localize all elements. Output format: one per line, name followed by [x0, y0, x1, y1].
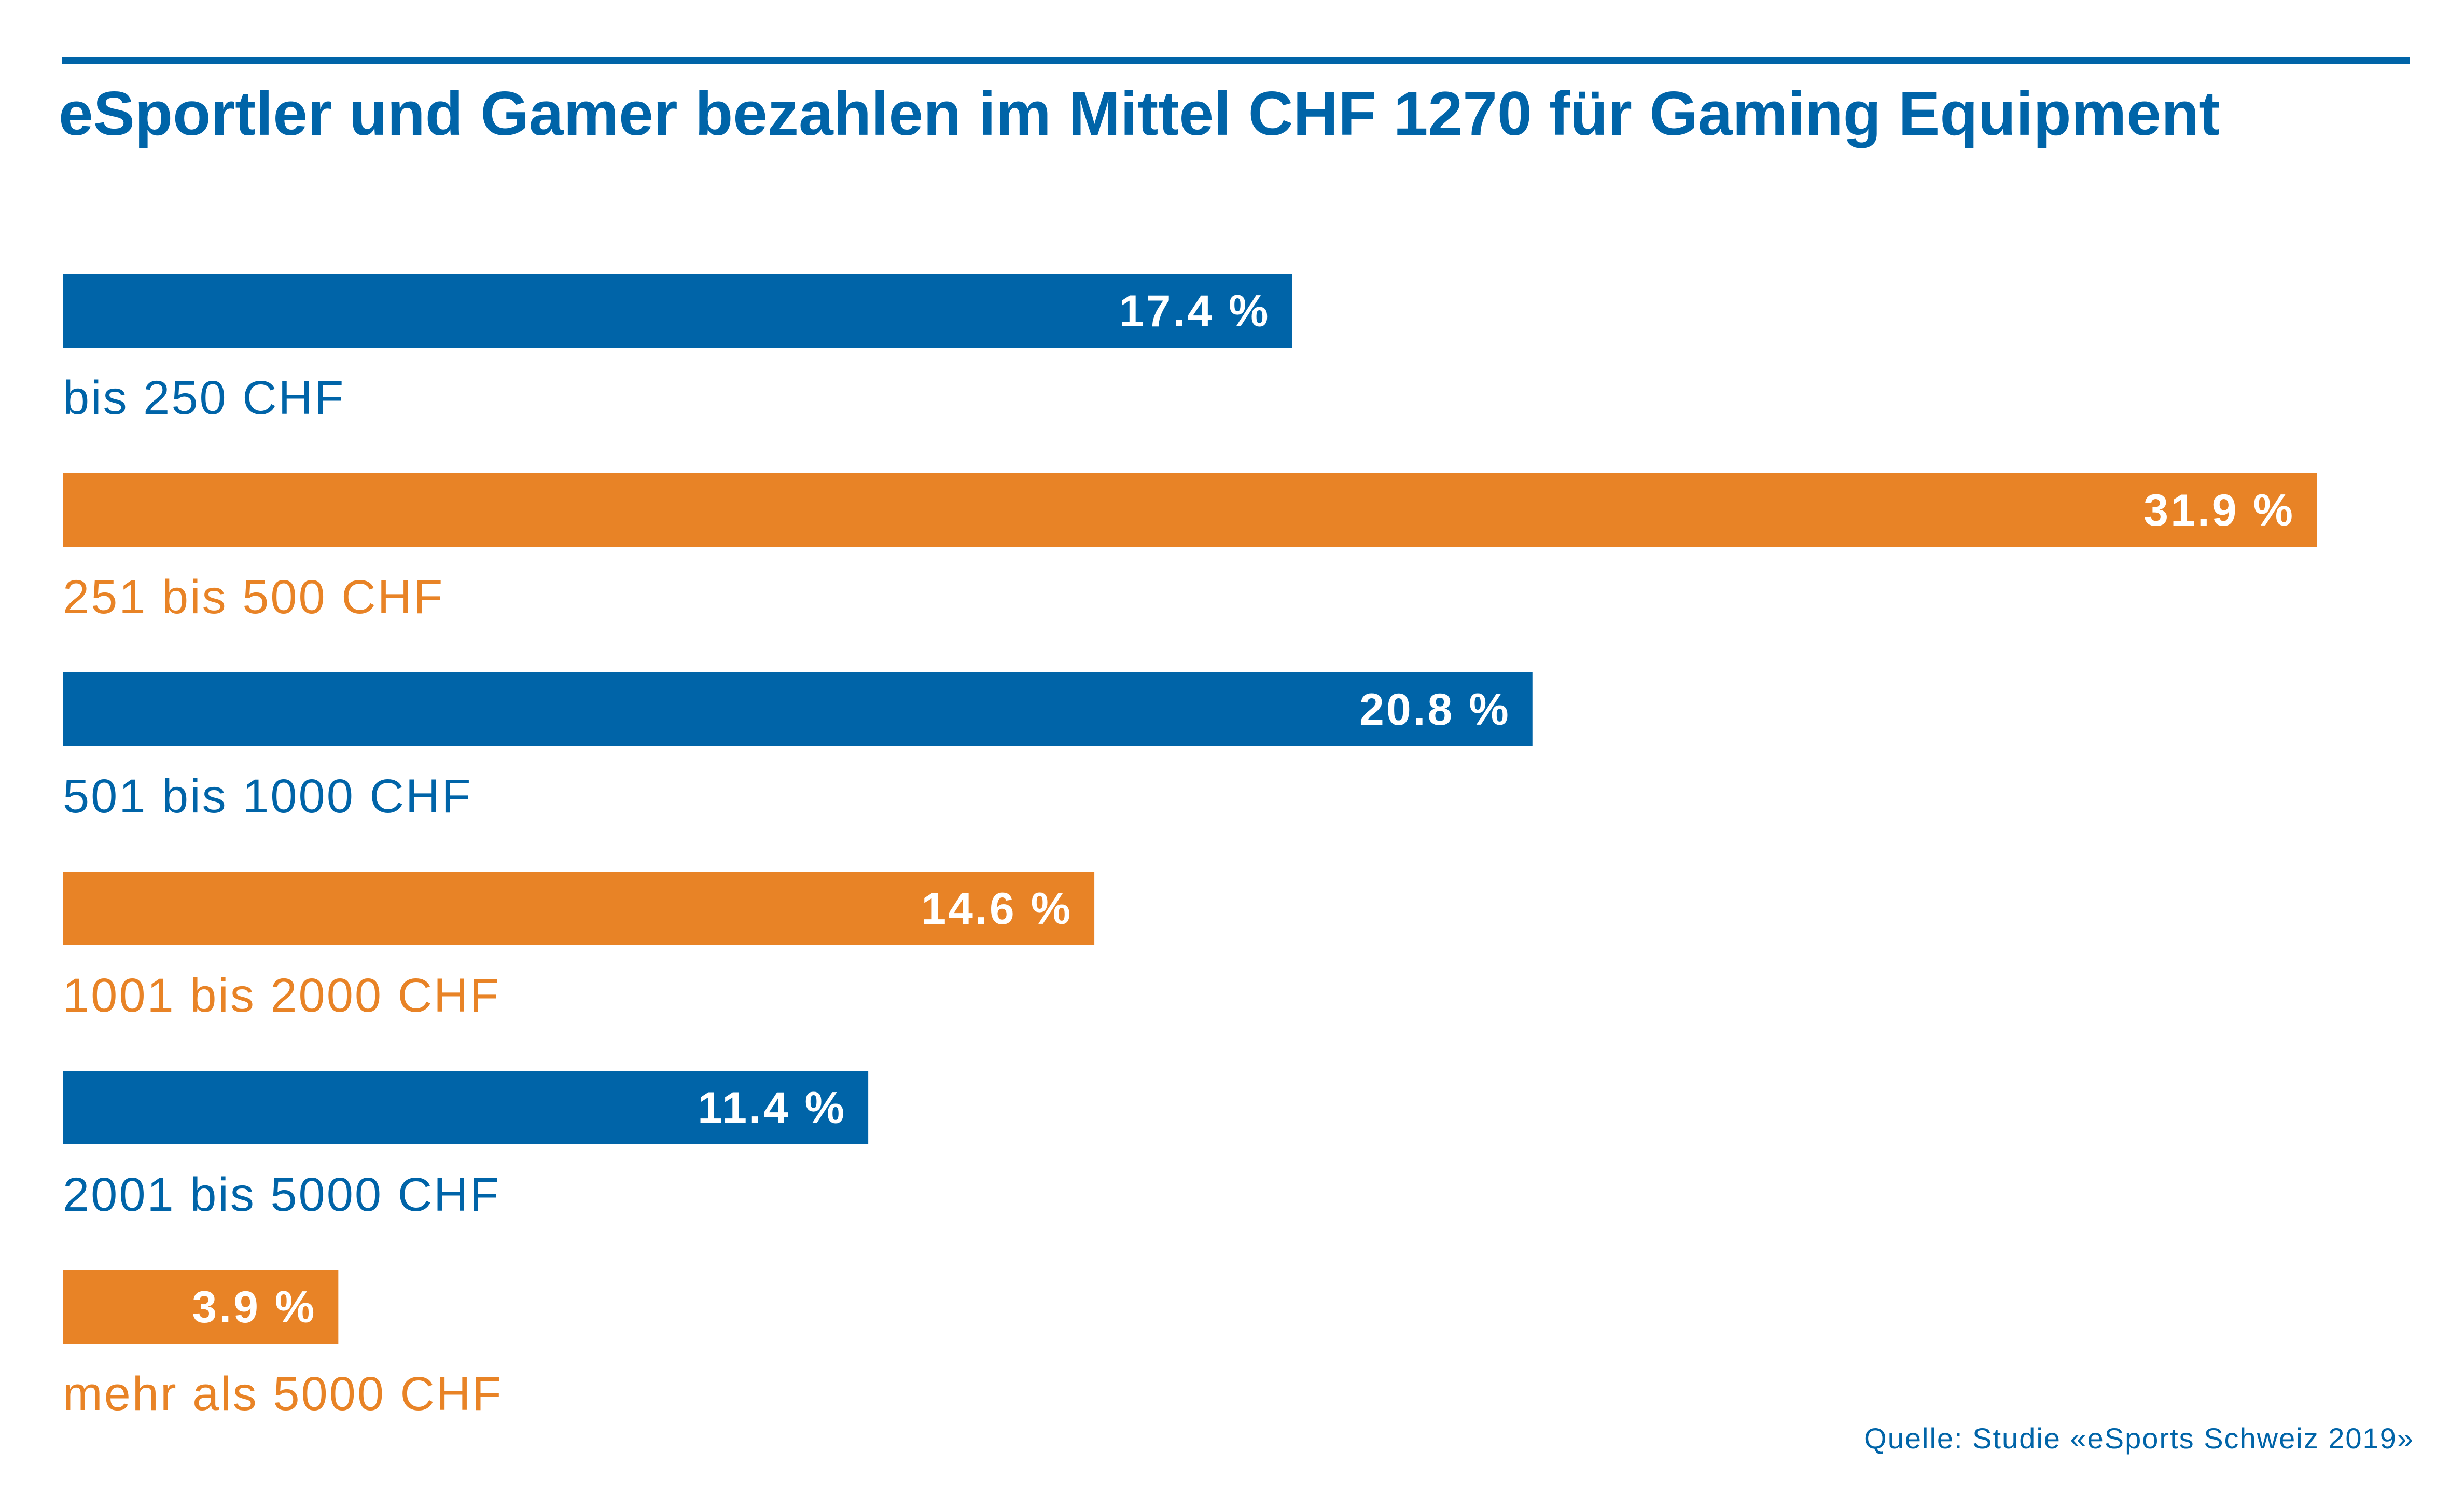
category-label-2: 251 bis 500 CHF [63, 571, 444, 624]
source-note: Quelle: Studie «eSports Schweiz 2019» [1864, 1422, 2414, 1455]
bar-value-label-2: 31.9 % [2143, 486, 2295, 535]
bar-value-label-4: 14.6 % [921, 884, 1073, 934]
bar-value-label-6: 3.9 % [192, 1282, 316, 1332]
chart-title: eSportler und Gamer bezahlen im Mittel C… [59, 79, 2220, 148]
bar-value-label-5: 11.4 % [698, 1083, 846, 1133]
bar-value-label-3: 20.8 % [1359, 685, 1511, 735]
bar-5 [63, 1071, 869, 1144]
bar-1 [63, 274, 1292, 348]
category-label-3: 501 bis 1000 CHF [63, 770, 472, 823]
category-label-5: 2001 bis 5000 CHF [63, 1168, 500, 1221]
category-label-6: mehr als 5000 CHF [63, 1367, 503, 1420]
bar-value-label-1: 17.4 % [1119, 286, 1271, 336]
bar-6 [63, 1270, 339, 1344]
bar-4 [63, 872, 1095, 945]
category-label-4: 1001 bis 2000 CHF [63, 969, 500, 1022]
bar-2 [63, 473, 2317, 547]
bar-3 [63, 672, 1533, 746]
title-rule [62, 57, 2410, 64]
category-label-1: bis 250 CHF [63, 371, 345, 424]
